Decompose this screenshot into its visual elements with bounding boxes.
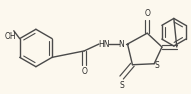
- Text: HN: HN: [98, 40, 110, 49]
- Text: O: O: [144, 9, 150, 18]
- Text: O: O: [81, 67, 87, 76]
- Text: S: S: [155, 61, 159, 70]
- Text: S: S: [119, 81, 124, 90]
- Text: N: N: [119, 40, 125, 49]
- Text: OH: OH: [5, 32, 17, 41]
